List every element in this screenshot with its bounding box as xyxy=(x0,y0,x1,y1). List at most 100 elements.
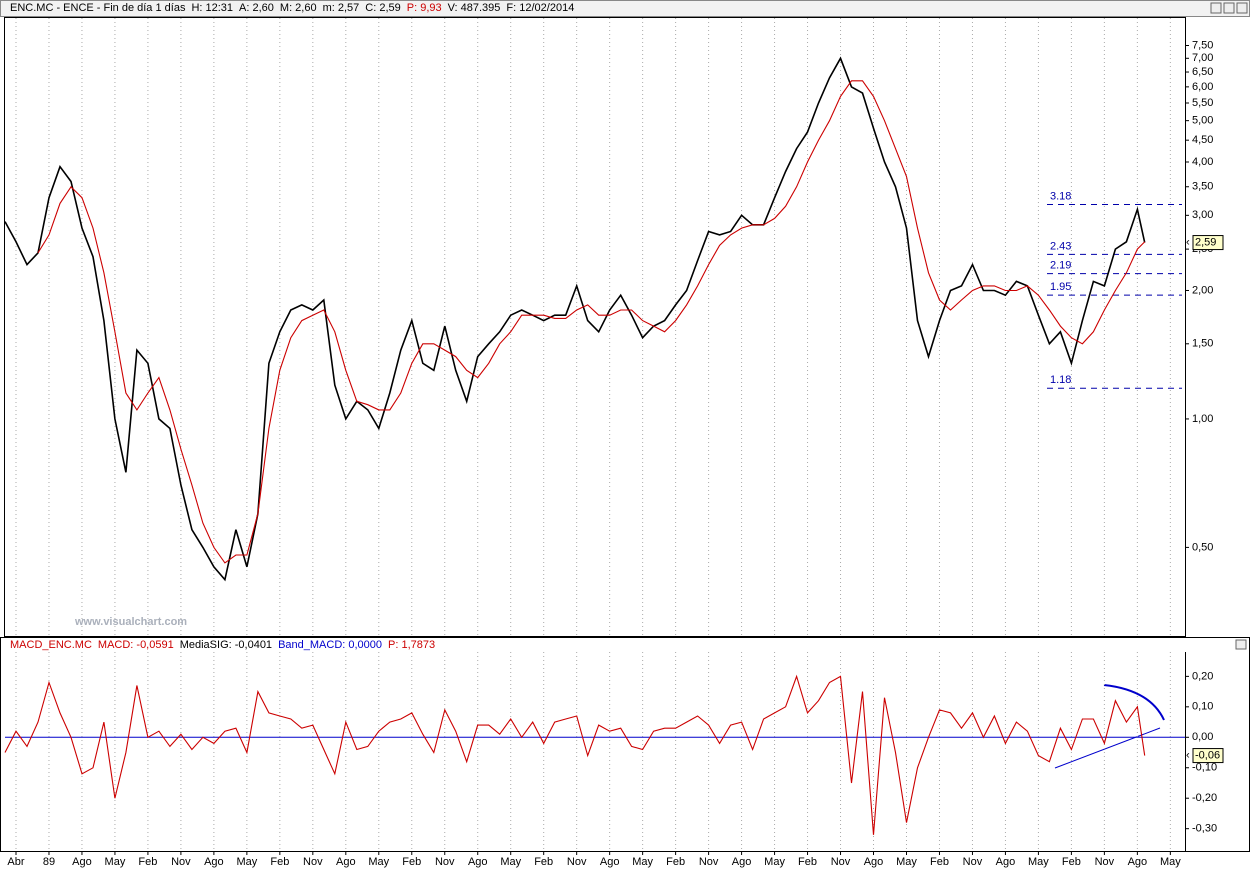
x-tick-label: Feb xyxy=(138,856,157,868)
y-tick-label: 1,00 xyxy=(1192,413,1213,425)
y-tick-label: 7,00 xyxy=(1192,52,1213,64)
x-tick-label: Nov xyxy=(303,856,323,868)
y-tick-label: -0,20 xyxy=(1192,792,1217,804)
level-label: 1.95 xyxy=(1050,281,1071,293)
x-tick-label: May xyxy=(1160,856,1181,868)
y-tick-label: 0,50 xyxy=(1192,541,1213,553)
title-bar xyxy=(0,0,1250,17)
last-value-arrow: ‹ xyxy=(1186,749,1190,761)
info-field: C: 2,59 xyxy=(365,2,400,14)
x-tick-label: May xyxy=(632,856,653,868)
panel-title-text: MACD_ENC.MC xyxy=(10,639,92,651)
drawn-arc xyxy=(1103,684,1165,721)
x-tick-label: Ago xyxy=(468,856,488,868)
y-tick-label: 1,50 xyxy=(1192,338,1213,350)
last-value-label: 2,59 xyxy=(1195,236,1216,248)
x-tick-label: May xyxy=(764,856,785,868)
x-tick-label: Nov xyxy=(567,856,587,868)
drawn-trendline xyxy=(1054,727,1161,769)
x-tick-label: Feb xyxy=(666,856,685,868)
y-tick-label: 6,00 xyxy=(1192,81,1213,93)
panel-title-text: ENC.MC - ENCE - Fin de día 1 días xyxy=(10,2,186,14)
minimize-button[interactable] xyxy=(1210,2,1222,14)
x-tick-label: Ago xyxy=(72,856,92,868)
x-tick-label: Ago xyxy=(600,856,620,868)
info-field: P: 1,7873 xyxy=(388,639,435,651)
x-tick-label: Nov xyxy=(171,856,191,868)
x-tick-label: May xyxy=(236,856,257,868)
y-tick-label: 5,00 xyxy=(1192,115,1213,127)
x-tick-label: Ago xyxy=(864,856,884,868)
x-tick-label: Feb xyxy=(1062,856,1081,868)
series-line xyxy=(4,674,1146,835)
x-tick-label: May xyxy=(368,856,389,868)
x-tick-label: Feb xyxy=(534,856,553,868)
level-label: 3.18 xyxy=(1050,190,1071,202)
y-tick-label: 6,50 xyxy=(1192,66,1213,78)
series-line xyxy=(4,56,1146,582)
panel-title: MACD_ENC.MC MACD: -0,0591 MediaSIG: -0,040… xyxy=(10,639,435,651)
last-value-box xyxy=(1192,235,1224,251)
series-line xyxy=(37,80,1146,564)
y-tick-label: 0,20 xyxy=(1192,670,1213,682)
level-label: 1.18 xyxy=(1050,374,1071,386)
close-button[interactable] xyxy=(1236,2,1248,14)
info-field: H: 12:31 xyxy=(191,2,233,14)
y-tick-label: -0,30 xyxy=(1192,823,1217,835)
level-label: 2.19 xyxy=(1050,260,1071,272)
x-tick-label: Ago xyxy=(336,856,356,868)
info-field: MACD: -0,0591 xyxy=(98,639,174,651)
price-panel-frame xyxy=(4,17,1186,637)
level-label: 2.43 xyxy=(1050,240,1071,252)
y-tick-label: 2,00 xyxy=(1192,284,1213,296)
info-field: m: 2,57 xyxy=(323,2,360,14)
y-tick-label: 3,50 xyxy=(1192,181,1213,193)
info-field: M: 2,60 xyxy=(280,2,317,14)
info-field: V: 487.395 xyxy=(448,2,501,14)
last-value-box xyxy=(1192,748,1224,764)
x-tick-label: Ago xyxy=(1128,856,1148,868)
x-tick-label: Ago xyxy=(732,856,752,868)
info-field: F: 12/02/2014 xyxy=(506,2,574,14)
x-tick-label: Ago xyxy=(204,856,224,868)
x-tick-label: Feb xyxy=(402,856,421,868)
x-tick-label: Nov xyxy=(435,856,455,868)
last-value-label: -0,06 xyxy=(1195,749,1220,761)
x-tick-label: Feb xyxy=(798,856,817,868)
watermark: www.visualchart.com xyxy=(74,616,187,628)
chart-layer: Abr 89 Ago May Feb Nov Ago May Feb Nov Ago May Feb No… xyxy=(4,2,1224,868)
x-tick-label: Feb xyxy=(930,856,949,868)
panel-close-button[interactable] xyxy=(1235,639,1247,650)
x-tick-label: May xyxy=(500,856,521,868)
x-tick-label: Feb xyxy=(270,856,289,868)
info-field: Band_MACD: 0,0000 xyxy=(278,639,382,651)
x-tick-label: Ago xyxy=(996,856,1016,868)
y-tick-label: 4,50 xyxy=(1192,134,1213,146)
y-tick-label: 0,10 xyxy=(1192,701,1213,713)
y-tick-label: 0,00 xyxy=(1192,731,1213,743)
x-tick-label: Nov xyxy=(831,856,851,868)
x-tick-label: May xyxy=(1028,856,1049,868)
x-tick-label: Nov xyxy=(1095,856,1115,868)
y-tick-label: -0,10 xyxy=(1192,762,1217,774)
x-tick-label: 89 xyxy=(43,856,55,868)
x-tick-label: Abr xyxy=(7,856,24,868)
x-tick-label: Nov xyxy=(699,856,719,868)
info-field: A: 2,60 xyxy=(239,2,274,14)
info-field: P: 9,93 xyxy=(407,2,442,14)
panel-title: ENC.MC - ENCE - Fin de día 1 días H: 12:3… xyxy=(10,2,574,14)
x-tick-label: Nov xyxy=(963,856,983,868)
x-tick-label: May xyxy=(896,856,917,868)
x-tick-label: May xyxy=(105,856,126,868)
y-tick-label: 5,50 xyxy=(1192,97,1213,109)
last-value-arrow: ‹ xyxy=(1186,236,1190,248)
y-tick-label: 7,50 xyxy=(1192,39,1213,51)
window-buttons[interactable] xyxy=(1210,2,1248,14)
info-field: MediaSIG: -0,0401 xyxy=(180,639,272,651)
maximize-button[interactable] xyxy=(1223,2,1235,14)
y-tick-label: 3,00 xyxy=(1192,209,1213,221)
y-tick-label: 4,00 xyxy=(1192,156,1213,168)
